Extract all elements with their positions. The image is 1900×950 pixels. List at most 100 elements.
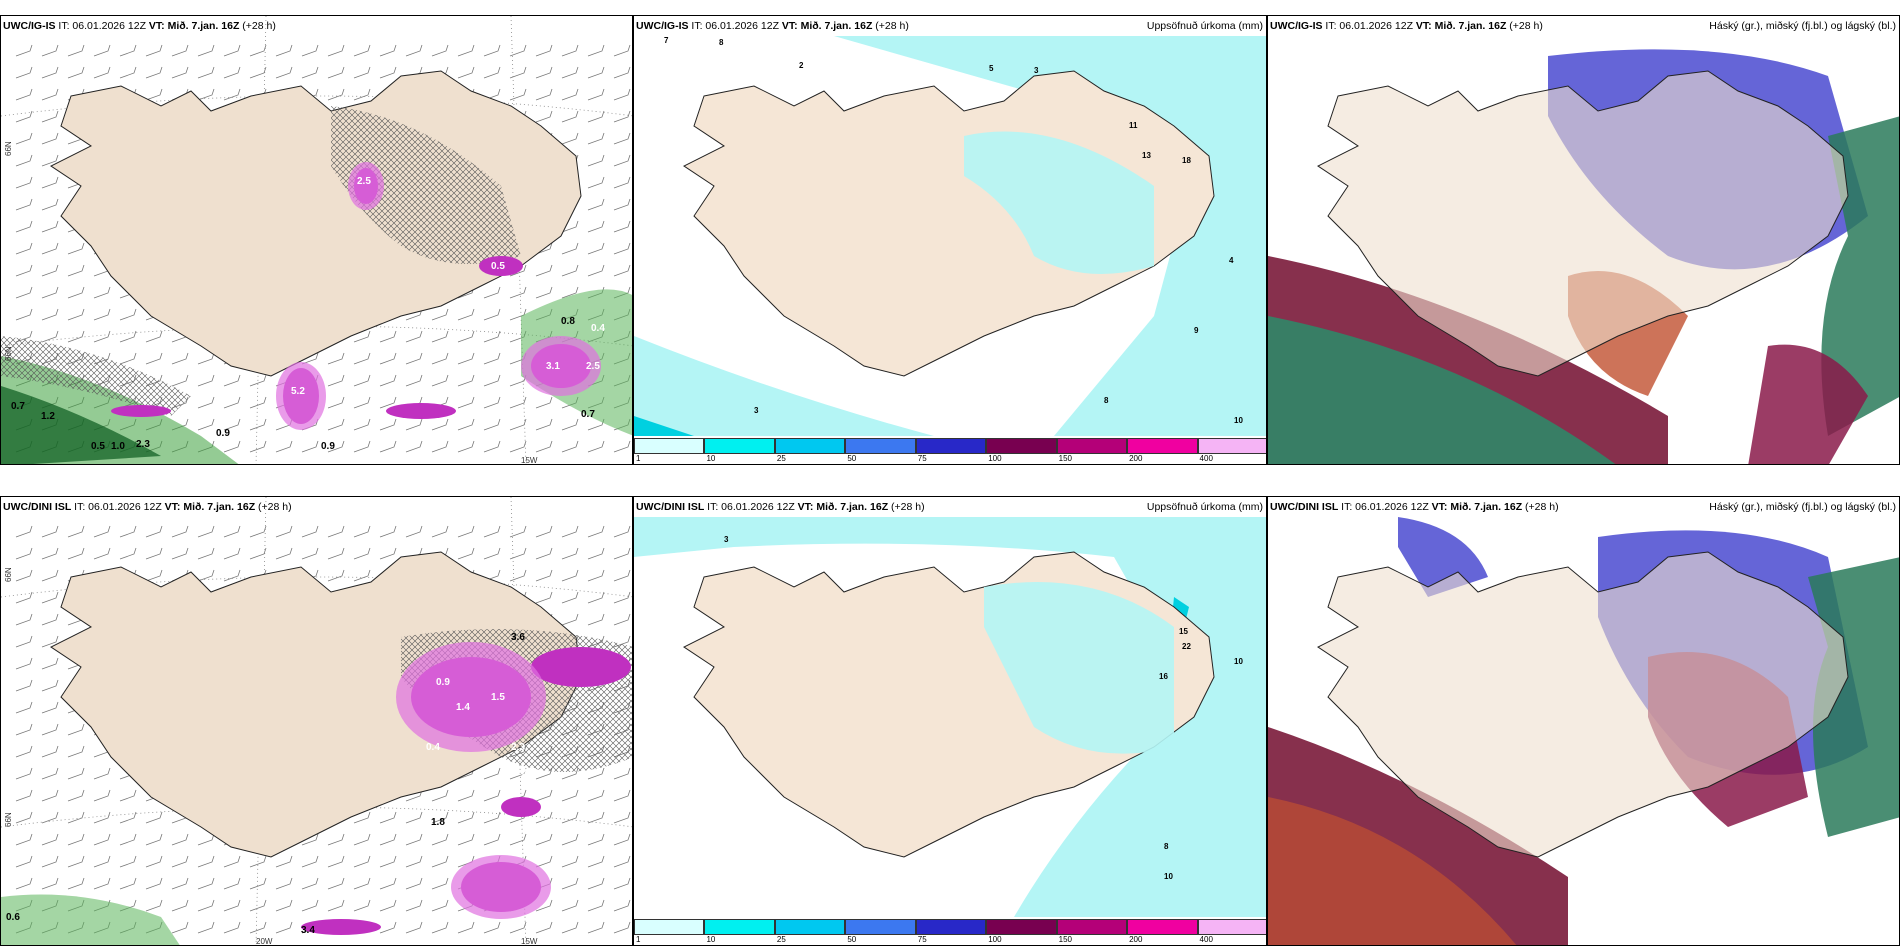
wind-barb — [405, 899, 423, 912]
wind-barb — [353, 352, 371, 365]
wind-barb — [509, 44, 527, 57]
wind-barb — [405, 440, 423, 453]
panel-precip-igis: UWC/IG-IS IT: 06.01.2026 12Z VT: Mið. 7.… — [633, 15, 1267, 465]
wind-barb — [561, 877, 579, 890]
wind-barb — [41, 613, 59, 626]
wind-barb — [145, 66, 163, 79]
wind-barb — [171, 921, 189, 934]
wind-barb — [301, 44, 319, 57]
wind-barb — [15, 286, 33, 299]
wind-barb — [223, 921, 241, 934]
wind-barb — [379, 66, 397, 79]
wind-barb — [67, 767, 85, 780]
wind-barb — [15, 308, 33, 321]
colorbar-label: 400 — [1199, 935, 1213, 944]
colorbar-swatch — [1197, 438, 1266, 454]
wind-barb — [15, 220, 33, 233]
wind-barb — [119, 352, 137, 365]
precip-value: 1.5 — [491, 692, 505, 703]
wind-barb — [587, 242, 605, 255]
wind-barb — [197, 396, 215, 409]
wind-barb — [379, 811, 397, 824]
wind-barb — [535, 110, 553, 123]
wind-barb — [249, 899, 267, 912]
wind-barb — [535, 921, 553, 934]
wind-barb — [145, 877, 163, 890]
wind-barb — [587, 176, 605, 189]
wind-barb — [249, 374, 267, 387]
wind-barb — [41, 264, 59, 277]
wind-barb — [223, 440, 241, 453]
colorbar-label: 25 — [776, 454, 786, 463]
wind-barb — [327, 525, 345, 538]
colorbar-swatch — [704, 438, 775, 454]
wind-barb — [93, 286, 111, 299]
wind-barb — [301, 855, 319, 868]
wind-barb — [275, 44, 293, 57]
wind-barb — [171, 44, 189, 57]
precip-value: 18 — [1182, 156, 1191, 165]
wind-barb — [41, 308, 59, 321]
wind-barb — [483, 440, 501, 453]
wind-barb — [509, 547, 527, 560]
wind-barb — [67, 242, 85, 255]
lat-label: 66N — [4, 567, 13, 582]
wind-barb — [483, 767, 501, 780]
precip-value: 1.8 — [431, 817, 445, 828]
wind-barb — [353, 418, 371, 431]
wind-barb — [301, 352, 319, 365]
wind-barb — [379, 855, 397, 868]
wind-barb — [41, 701, 59, 714]
wind-barb — [431, 877, 449, 890]
precip-value: 0.6 — [6, 912, 20, 923]
precip-value: 10 — [1234, 657, 1243, 666]
wind-barb — [223, 66, 241, 79]
panel-header: UWC/DINI ISL IT: 06.01.2026 12Z VT: Mið.… — [1270, 501, 1559, 513]
wind-barb — [535, 44, 553, 57]
wind-barb — [41, 154, 59, 167]
wind-barb — [145, 899, 163, 912]
wind-barb — [535, 569, 553, 582]
wind-barb — [613, 811, 631, 824]
wind-barb — [197, 88, 215, 101]
wind-barb — [145, 833, 163, 846]
wind-barb — [301, 440, 319, 453]
wind-barb — [379, 352, 397, 365]
wind-barb — [93, 855, 111, 868]
wind-barb — [15, 154, 33, 167]
wind-barb — [41, 591, 59, 604]
colorbar-label: 150 — [1058, 454, 1073, 463]
wind-barb — [301, 525, 319, 538]
wind-barb — [379, 877, 397, 890]
wind-barb — [613, 569, 631, 582]
wind-barb — [613, 525, 631, 538]
wind-barb — [67, 330, 85, 343]
wind-barb — [93, 833, 111, 846]
wind-barb — [509, 66, 527, 79]
wind-barb — [171, 855, 189, 868]
wind-barb — [587, 264, 605, 277]
wind-barb — [613, 547, 631, 560]
wind-barb — [535, 811, 553, 824]
wind-barb — [249, 44, 267, 57]
wind-barb — [561, 286, 579, 299]
wind-barb — [119, 789, 137, 802]
wind-barb — [41, 44, 59, 57]
lat-label: 66N — [4, 812, 13, 827]
wind-barb — [171, 899, 189, 912]
wind-barb — [93, 767, 111, 780]
wind-barb — [93, 308, 111, 321]
wind-barb — [561, 921, 579, 934]
wind-barb — [587, 855, 605, 868]
wind-barb — [483, 66, 501, 79]
wind-barb — [587, 569, 605, 582]
wind-barb — [353, 877, 371, 890]
colorbar-swatch — [1197, 919, 1266, 935]
wind-barb — [561, 789, 579, 802]
wind-barb — [353, 899, 371, 912]
wind-barb — [119, 330, 137, 343]
wind-barb — [41, 88, 59, 101]
wind-barb — [15, 264, 33, 277]
wind-barb — [119, 547, 137, 560]
cloud-map — [1268, 49, 1899, 464]
